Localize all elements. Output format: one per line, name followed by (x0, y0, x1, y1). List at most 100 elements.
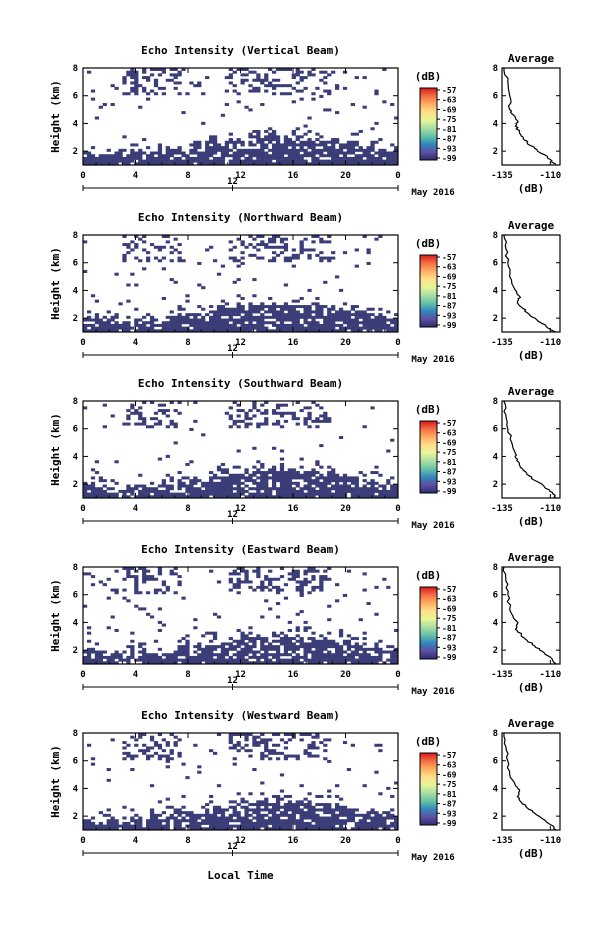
heatmap-cell (279, 329, 285, 333)
heatmap-cell (283, 754, 289, 758)
heatmap-cell (295, 310, 300, 314)
heatmap-cell (279, 310, 285, 314)
heatmap-cell (216, 329, 222, 333)
heatmap-cell (370, 479, 375, 483)
heatmap-cell (197, 318, 202, 322)
heatmap-cell (232, 419, 237, 423)
heatmap-cell (181, 637, 186, 641)
heatmap-cell (323, 140, 328, 144)
heatmap-cell (283, 148, 289, 152)
heatmap-cell (244, 484, 249, 488)
colorbar-tick-label: -63 (442, 595, 457, 604)
heatmap-cell (240, 647, 245, 651)
heatmap-cell (287, 628, 292, 632)
heatmap-cell (90, 489, 96, 493)
heatmap-cell (331, 151, 336, 155)
heatmap-cell (134, 89, 139, 93)
heatmap-cell (212, 151, 218, 155)
heatmap-cell (220, 808, 226, 812)
heatmap-cell (291, 143, 296, 147)
heatmap-cell (197, 658, 202, 662)
heatmap-cell (394, 655, 399, 659)
heatmap-cell (169, 487, 174, 491)
heatmap-cell (98, 156, 103, 160)
heatmap-cell (134, 256, 139, 260)
avg-y-tick-label: 6 (493, 259, 498, 269)
heatmap-cell (295, 70, 300, 74)
heatmap-cell (315, 816, 320, 820)
heatmap-cell (173, 735, 178, 739)
heatmap-cell (252, 307, 257, 311)
heatmap-cell (83, 824, 88, 828)
heatmap-cell (98, 661, 103, 665)
heatmap-cell (244, 417, 249, 421)
heatmap-cell (338, 655, 344, 659)
heatmap-cell (303, 628, 308, 632)
heatmap-cell (354, 154, 359, 158)
heatmap-cell (161, 481, 166, 485)
heatmap-cell (335, 655, 340, 659)
heatmap-cell (236, 481, 241, 485)
heatmap-cell (378, 647, 383, 651)
heatmap-cell (110, 479, 115, 483)
heatmap-cell (303, 569, 308, 573)
heatmap-cell (338, 658, 344, 662)
heatmap-cell (169, 653, 174, 657)
heatmap-cell (268, 84, 273, 88)
heatmap-cell (240, 256, 245, 260)
heatmap-cell (252, 642, 257, 646)
heatmap-cell (240, 243, 245, 247)
heatmap-cell (303, 140, 308, 144)
heatmap-cell (335, 159, 340, 163)
heatmap-cell (307, 162, 312, 166)
heatmap-cell (212, 645, 218, 649)
heatmap-cell (212, 819, 218, 823)
heatmap-cell (240, 329, 245, 333)
heatmap-cell (98, 159, 103, 163)
heatmap-cell (224, 808, 229, 812)
heatmap-cell (138, 492, 143, 496)
heatmap-cell (102, 827, 107, 831)
heatmap-cell (83, 489, 88, 493)
heatmap-cell (236, 138, 241, 142)
heatmap-cell (244, 73, 249, 77)
heatmap-cell (374, 92, 379, 96)
heatmap-cell (252, 655, 257, 659)
avg-x-label: (dB) (518, 681, 545, 694)
heatmap-cell (327, 808, 332, 812)
heatmap-cell (114, 495, 119, 499)
heatmap-cell (311, 326, 316, 330)
heatmap-cell (366, 307, 371, 311)
heatmap-cell (287, 484, 292, 488)
heatmap-cell (350, 146, 355, 150)
heatmap-cell (90, 294, 96, 298)
heatmap-cell (146, 824, 151, 828)
heatmap-cell (212, 473, 218, 477)
heatmap-cell (307, 647, 312, 651)
heatmap-cells (83, 567, 399, 665)
heatmap-cell (283, 151, 289, 155)
heatmap-cell (252, 492, 257, 496)
date-label: May 2016 (411, 188, 454, 198)
heatmap-cell (220, 151, 226, 155)
heatmap-cell (102, 154, 107, 158)
heatmap-cell (252, 278, 257, 282)
heatmap-cell (169, 162, 174, 166)
heatmap-cell (378, 323, 383, 327)
heatmap-cell (224, 471, 229, 475)
heatmap-cell (142, 733, 147, 736)
heatmap-cell (216, 310, 222, 314)
heatmap-cell (275, 148, 281, 152)
heatmap-cell (157, 572, 163, 576)
heatmap-cell (350, 321, 355, 325)
heatmap-cell (260, 313, 265, 317)
heatmap-cell (224, 154, 229, 158)
heatmap-cell (114, 323, 119, 327)
heatmap-cell (287, 84, 292, 88)
heatmap-cell (283, 803, 289, 807)
heatmap-cell (236, 577, 241, 581)
heatmap-cell (299, 78, 304, 82)
heatmap-cell (122, 259, 127, 263)
heatmap-cell (240, 310, 245, 314)
heatmap-cell (283, 237, 289, 241)
